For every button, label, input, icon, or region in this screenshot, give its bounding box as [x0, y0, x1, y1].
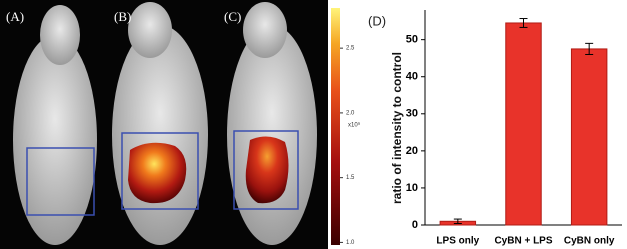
- y-axis-label: ratio of intensity to control: [390, 52, 404, 204]
- x-tick-label: LPS only: [436, 236, 479, 247]
- bar: [506, 23, 541, 225]
- x-tick-label: CyBN + LPS: [494, 236, 552, 247]
- figure: x10⁹ (D) ratio of intensity to control (…: [0, 0, 627, 249]
- panel-label: (C): [224, 9, 241, 24]
- y-tick-label: 20: [406, 145, 418, 157]
- bar: [571, 49, 606, 225]
- y-tick-label: 0: [412, 219, 418, 231]
- colorbar-tick-label: 1.5: [346, 175, 355, 181]
- panel-label: (B): [114, 9, 131, 24]
- y-tick-label: 40: [406, 71, 418, 83]
- y-tick-label: 50: [406, 34, 418, 46]
- y-tick-label: 10: [406, 182, 418, 194]
- x-tick-label: CyBN only: [564, 236, 615, 247]
- colorbar-unit: x10⁹: [348, 122, 361, 129]
- panel-label: (A): [6, 9, 24, 24]
- colorbar-tick-label: 2.5: [346, 46, 355, 52]
- colorbar-tick-label: 1.0: [346, 240, 355, 246]
- y-tick-label: 30: [406, 108, 418, 120]
- colorbar-tick-label: 2.0: [346, 110, 355, 116]
- colorbar: [331, 8, 340, 245]
- panel-label: (D): [368, 13, 386, 28]
